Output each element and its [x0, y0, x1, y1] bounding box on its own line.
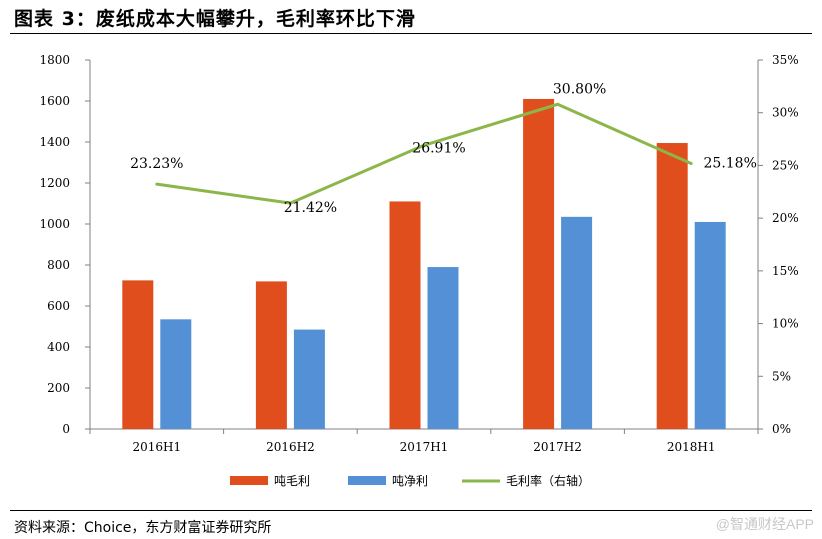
net-profit-bar [427, 267, 459, 429]
gross-profit-bar [122, 280, 154, 429]
left-tick-label: 1000 [39, 217, 70, 231]
left-tick-label: 1600 [39, 94, 70, 108]
net-profit-bar [293, 329, 325, 429]
gross-margin-data-label: 26.91% [412, 140, 465, 156]
x-tick-label: 2018H1 [667, 440, 716, 454]
x-tick-label: 2016H2 [266, 440, 315, 454]
gross-profit-bar [389, 201, 421, 429]
gross-margin-point [288, 201, 292, 205]
legend-net-profit-swatch [348, 476, 386, 485]
gross-margin-data-label: 30.80% [553, 81, 606, 97]
gross-margin-point [556, 102, 560, 106]
left-tick-label: 1400 [39, 135, 70, 149]
left-tick-label: 0 [62, 422, 70, 436]
legend-gross-profit-label: 吨毛利 [274, 474, 310, 488]
net-profit-bar [160, 319, 192, 429]
x-tick-label: 2017H1 [400, 440, 449, 454]
footer-divider [10, 510, 812, 511]
gross-profit-bar [523, 98, 555, 429]
gross-margin-data-label: 23.23% [130, 156, 183, 172]
legend-gross-margin-label: 毛利率（右轴） [506, 473, 590, 488]
right-tick-label: 25% [772, 158, 799, 172]
net-profit-bar [561, 216, 593, 429]
legend-gross-profit-swatch [230, 476, 268, 485]
x-tick-label: 2017H2 [533, 440, 582, 454]
gross-margin-data-label: 21.42% [284, 200, 337, 216]
left-tick-label: 1800 [39, 53, 70, 67]
right-tick-label: 20% [772, 211, 799, 225]
right-tick-label: 15% [772, 264, 799, 278]
right-tick-label: 0% [772, 422, 791, 436]
left-tick-label: 600 [47, 299, 70, 313]
x-tick-label: 2016H1 [132, 440, 181, 454]
right-tick-label: 30% [772, 106, 799, 120]
source-note: 资料来源：Choice，东方财富证券研究所 [14, 520, 272, 536]
right-tick-label: 5% [772, 369, 791, 383]
gross-margin-point [422, 143, 426, 147]
gross-profit-bar [255, 281, 287, 429]
right-tick-label: 35% [772, 53, 799, 67]
net-profit-bar [694, 221, 726, 429]
left-tick-label: 200 [47, 381, 70, 395]
gross-margin-point [155, 182, 159, 186]
gross-profit-bar [656, 143, 688, 429]
right-tick-label: 10% [772, 317, 799, 331]
chart: 0 200 400 600 800 1000 1200 1400 1600 1800 0% 5% 10%… [39, 53, 799, 488]
legend-net-profit-label: 吨净利 [392, 474, 428, 488]
watermark: @智通财经APP [715, 516, 814, 532]
left-tick-label: 800 [47, 258, 70, 272]
title-divider [10, 33, 812, 34]
gross-margin-point [689, 162, 693, 166]
left-tick-label: 400 [47, 340, 70, 354]
chart-title: 图表 3：废纸成本大幅攀升，毛利率环比下滑 [14, 8, 416, 30]
gross-margin-data-label: 25.18% [704, 156, 757, 172]
left-tick-label: 1200 [39, 176, 70, 190]
